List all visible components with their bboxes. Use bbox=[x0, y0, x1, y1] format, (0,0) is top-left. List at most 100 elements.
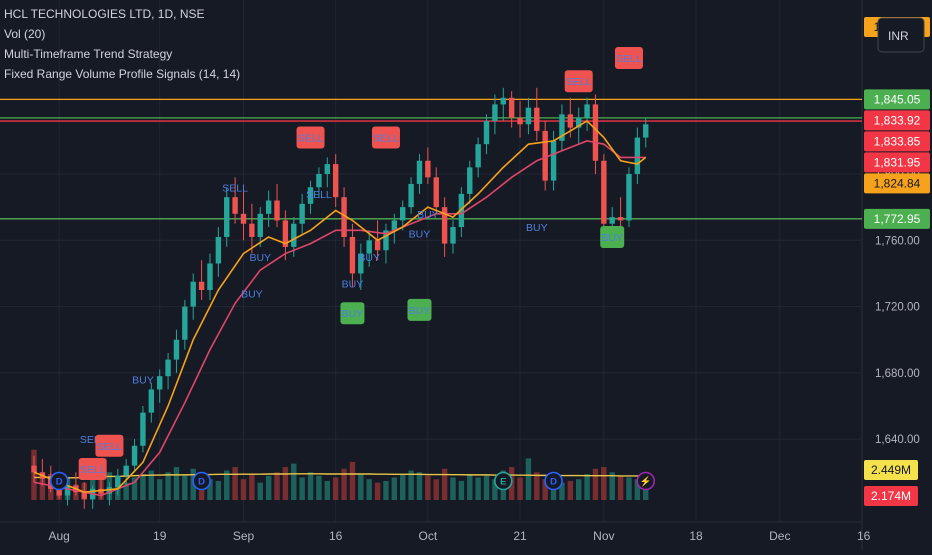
candle-body bbox=[341, 197, 347, 237]
candle-body bbox=[165, 359, 171, 377]
indicator-volume[interactable]: Vol (20) bbox=[4, 27, 46, 41]
volume-bar bbox=[559, 482, 565, 500]
candle-body bbox=[643, 124, 649, 138]
candle-body bbox=[249, 223, 255, 237]
candle-body bbox=[299, 203, 305, 224]
volume-bar bbox=[517, 477, 523, 500]
volume-bar bbox=[534, 472, 540, 500]
candle-body bbox=[383, 230, 389, 251]
x-tick-label: 18 bbox=[689, 529, 703, 543]
signal-box bbox=[296, 126, 325, 149]
event-badge bbox=[49, 471, 69, 491]
volume-tag bbox=[864, 486, 918, 506]
volume-bar bbox=[165, 472, 171, 500]
signal-label: BUY bbox=[417, 209, 439, 221]
volume-bar bbox=[148, 470, 155, 500]
candle-body bbox=[408, 183, 414, 208]
ema-slow-line bbox=[33, 140, 646, 497]
candle-body bbox=[106, 487, 113, 494]
volume-bar bbox=[324, 480, 330, 500]
volume-bar bbox=[131, 477, 138, 500]
indicator-trend-strategy[interactable]: Multi-Timeframe Trend Strategy bbox=[4, 47, 173, 61]
candle-body bbox=[400, 207, 406, 221]
volume-bar bbox=[374, 482, 381, 500]
volume-bar bbox=[643, 480, 649, 500]
candle-body bbox=[157, 376, 163, 390]
symbol-title[interactable]: HCL TECHNOLOGIES LTD, 1D, NSE bbox=[4, 7, 205, 21]
volume-bar bbox=[617, 475, 624, 500]
signal-box bbox=[614, 47, 643, 69]
volume-bar bbox=[173, 467, 180, 500]
volume-bar bbox=[576, 479, 582, 500]
currency-button-frame[interactable] bbox=[877, 17, 925, 53]
volume-tag-label: 2.174M bbox=[871, 489, 911, 503]
candle-body bbox=[592, 104, 599, 161]
volume-bar bbox=[274, 472, 280, 500]
candle-body bbox=[391, 220, 398, 231]
currency-label[interactable]: INR bbox=[888, 29, 909, 43]
price-tag-label: 1,772.95 bbox=[874, 212, 921, 226]
x-tick-label: Dec bbox=[769, 529, 790, 543]
x-tick-label: Sep bbox=[233, 529, 255, 543]
candle-body bbox=[626, 174, 632, 221]
signal-box bbox=[340, 302, 365, 325]
signal-box bbox=[95, 434, 124, 457]
volume-bar bbox=[358, 474, 364, 500]
volume-bar bbox=[182, 475, 188, 500]
signal-label: BUY bbox=[241, 288, 263, 300]
candle-body bbox=[274, 200, 280, 221]
volume-bar bbox=[341, 468, 347, 500]
volume-bar bbox=[349, 461, 356, 500]
y-tick-label: 1,640.00 bbox=[875, 434, 920, 446]
signal-box-label: SELL bbox=[298, 133, 324, 145]
price-tag bbox=[864, 131, 930, 152]
signal-label: SELL bbox=[222, 182, 248, 194]
candle-body bbox=[425, 160, 431, 178]
candle-body bbox=[576, 117, 582, 128]
indicator-volume-profile[interactable]: Fixed Range Volume Profile Signals (14, … bbox=[4, 67, 241, 81]
volume-bar bbox=[249, 474, 255, 500]
candle-body bbox=[282, 220, 289, 247]
signal-box bbox=[600, 225, 625, 248]
candle-body bbox=[609, 217, 615, 224]
volume-ma-line bbox=[34, 473, 646, 479]
candle-body bbox=[215, 236, 222, 264]
price-tag-label: 1,831.95 bbox=[874, 155, 921, 169]
candle-body bbox=[433, 177, 439, 208]
price-tag-label: 1,845.05 bbox=[874, 92, 921, 106]
volume-bar bbox=[458, 480, 465, 500]
x-axis: 15Aug19Sep16Oct21Nov18Dec162025 bbox=[48, 529, 870, 543]
currency-button[interactable]: INR bbox=[877, 17, 925, 53]
candle-body bbox=[332, 164, 339, 198]
candle-body bbox=[483, 120, 490, 145]
signal-box-label: SELL bbox=[566, 76, 592, 88]
volume-bar bbox=[391, 477, 398, 500]
candle-body bbox=[358, 253, 364, 274]
price-tag bbox=[864, 173, 930, 194]
volume-bar bbox=[626, 477, 632, 500]
price-tag-label: 1,833.92 bbox=[874, 113, 921, 127]
price-tag bbox=[864, 89, 930, 110]
event-badge bbox=[192, 471, 211, 491]
candle-body bbox=[416, 160, 423, 184]
candle-body bbox=[232, 197, 238, 214]
candle-body bbox=[458, 193, 465, 228]
x-tick-label: 16 bbox=[329, 529, 343, 543]
volume-tag-label: 2.449M bbox=[871, 463, 911, 477]
volume-bar bbox=[316, 475, 322, 500]
candle-body bbox=[198, 281, 205, 290]
x-tick-label: Oct bbox=[419, 529, 438, 543]
candle-body bbox=[508, 97, 515, 118]
volume-bar bbox=[257, 482, 263, 500]
volume-bar bbox=[39, 479, 46, 500]
candle-body bbox=[64, 485, 71, 496]
event-badge bbox=[544, 471, 563, 491]
signal-label: BUY bbox=[249, 252, 271, 264]
y-tick-label: 1,720.00 bbox=[875, 302, 920, 314]
volume-bar bbox=[416, 472, 423, 500]
volume-bar bbox=[467, 474, 473, 500]
candle-body bbox=[366, 240, 372, 254]
signal-box bbox=[371, 126, 400, 149]
volume-bar bbox=[215, 480, 222, 500]
